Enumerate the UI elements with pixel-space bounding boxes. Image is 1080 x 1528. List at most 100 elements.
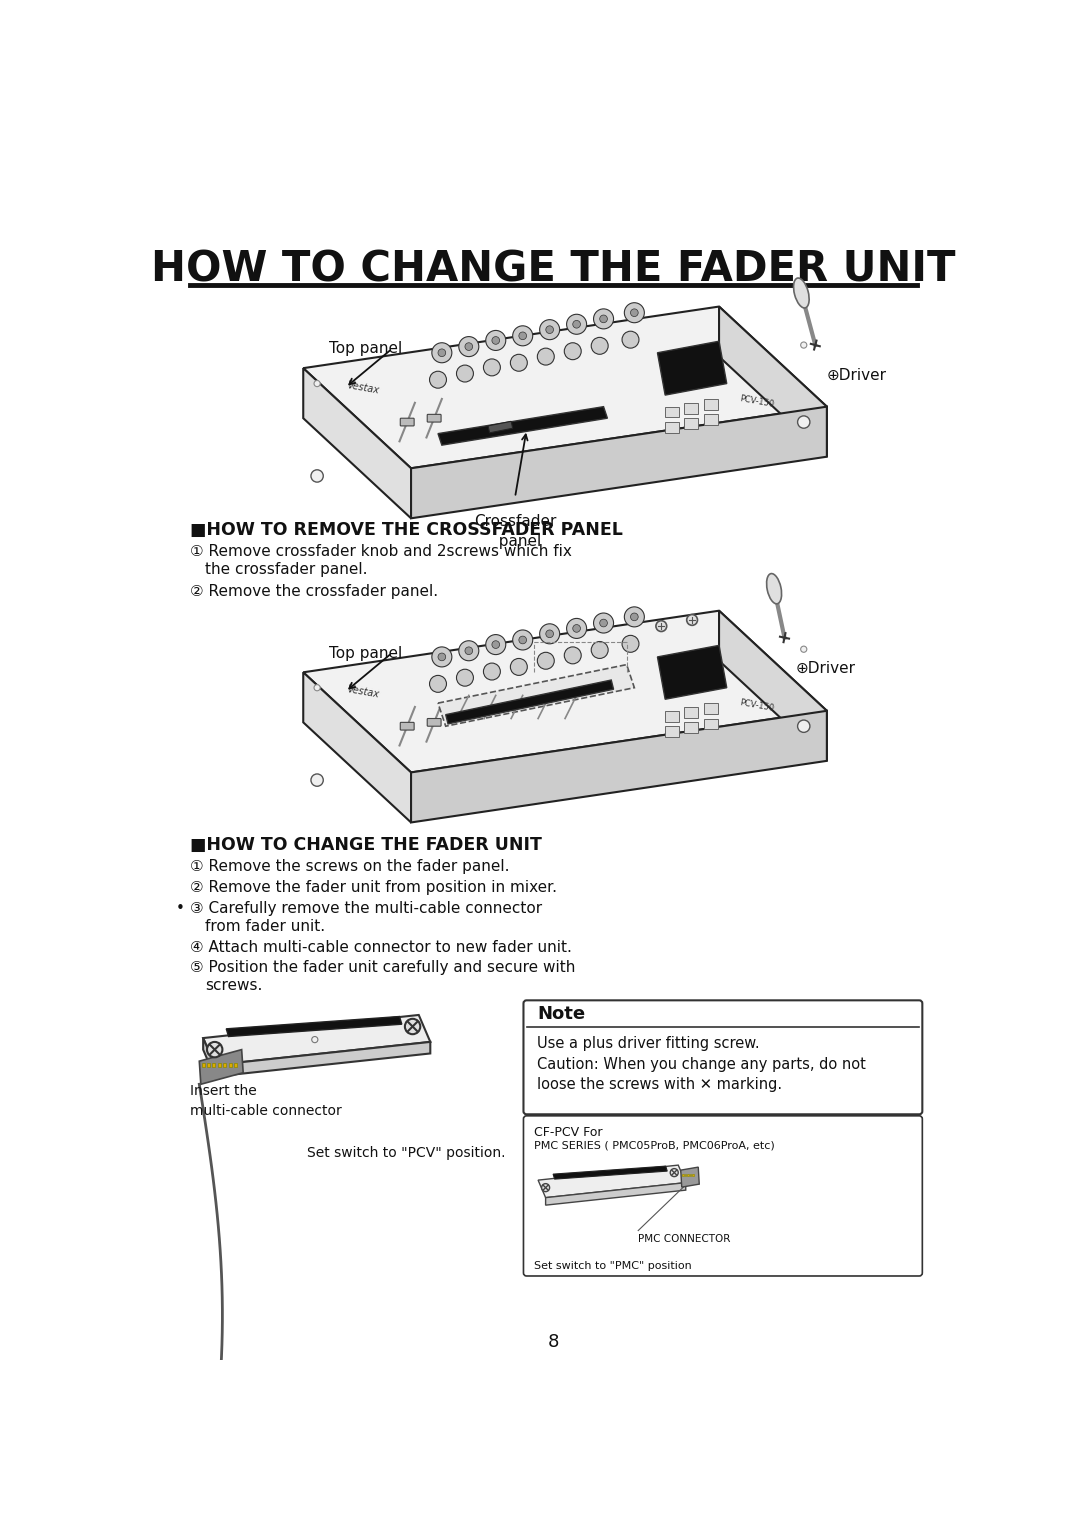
Polygon shape [200,1050,243,1085]
Circle shape [314,685,320,691]
Circle shape [624,607,645,626]
Circle shape [624,303,645,322]
Text: PCV-150: PCV-150 [739,698,774,712]
Text: Set switch to "PMC" position: Set switch to "PMC" position [535,1261,692,1271]
Circle shape [800,342,807,348]
Circle shape [486,634,505,654]
Circle shape [484,663,500,680]
Text: ⊕Driver: ⊕Driver [827,368,887,384]
Bar [218,1062,220,1068]
Text: ■HOW TO REMOVE THE CROSSFADER PANEL: ■HOW TO REMOVE THE CROSSFADER PANEL [190,521,623,538]
Ellipse shape [794,278,809,309]
Circle shape [457,669,473,686]
Circle shape [430,371,446,388]
Circle shape [438,652,446,660]
Text: Top panel: Top panel [328,341,402,356]
Circle shape [564,342,581,359]
Circle shape [567,315,586,335]
Text: Use a plus driver fitting screw.: Use a plus driver fitting screw. [538,1036,760,1051]
Circle shape [545,325,553,333]
Bar [685,723,699,733]
Bar [224,1062,226,1068]
Circle shape [631,309,638,316]
Text: •: • [176,902,185,915]
Text: Vestax: Vestax [346,685,379,700]
Polygon shape [446,680,613,724]
Circle shape [687,614,698,625]
Bar [704,718,717,729]
Circle shape [484,359,500,376]
Bar [685,707,699,718]
Polygon shape [215,1042,430,1077]
Polygon shape [303,611,827,773]
Bar [207,1062,211,1068]
Circle shape [491,336,500,344]
Circle shape [564,646,581,663]
FancyBboxPatch shape [428,414,441,422]
Ellipse shape [767,573,782,604]
Circle shape [405,1019,420,1034]
Polygon shape [719,611,827,761]
Text: Vestax: Vestax [346,380,379,396]
Bar [685,403,699,414]
Polygon shape [203,1038,215,1077]
Circle shape [438,348,446,356]
Circle shape [800,646,807,652]
Text: 8: 8 [548,1334,559,1351]
Bar [685,1174,686,1177]
Circle shape [540,319,559,339]
Polygon shape [303,672,411,822]
Circle shape [594,309,613,329]
Text: ① Remove crossfader knob and 2screws which fix: ① Remove crossfader knob and 2screws whi… [190,544,572,559]
FancyBboxPatch shape [428,718,441,726]
Text: Top panel: Top panel [328,645,402,660]
Circle shape [622,636,639,652]
Circle shape [513,630,532,649]
Text: Insert the
multi-cable connector: Insert the multi-cable connector [190,1085,341,1118]
Circle shape [538,652,554,669]
FancyBboxPatch shape [524,1115,922,1276]
Circle shape [430,675,446,692]
Circle shape [491,640,500,648]
FancyBboxPatch shape [524,1001,922,1114]
Circle shape [567,619,586,639]
Polygon shape [438,406,607,445]
Polygon shape [553,1166,667,1180]
FancyBboxPatch shape [401,419,414,426]
Circle shape [312,1036,318,1042]
Circle shape [572,321,580,329]
Polygon shape [411,711,827,822]
Polygon shape [488,422,513,432]
Text: loose the screws with ✕ marking.: loose the screws with ✕ marking. [538,1077,782,1093]
Text: screws.: screws. [205,978,262,993]
Circle shape [432,646,451,666]
Text: ① Remove the screws on the fader panel.: ① Remove the screws on the fader panel. [190,859,510,874]
Polygon shape [226,1016,402,1036]
Circle shape [671,1169,678,1177]
Circle shape [599,619,607,626]
Bar [202,1062,205,1068]
Circle shape [511,659,527,675]
Circle shape [540,623,559,643]
Polygon shape [538,1166,686,1198]
Bar [665,422,679,432]
Polygon shape [303,368,411,518]
Circle shape [511,354,527,371]
Polygon shape [680,1167,699,1187]
Bar [665,726,679,736]
Circle shape [518,636,527,643]
Circle shape [798,416,810,428]
Polygon shape [303,307,827,468]
Text: PMC SERIES ( PMC05ProB, PMC06ProA, etc): PMC SERIES ( PMC05ProB, PMC06ProA, etc) [535,1141,775,1151]
Bar [685,419,699,429]
Polygon shape [411,406,827,518]
Circle shape [594,613,613,633]
Text: CF-PCV For: CF-PCV For [535,1126,603,1140]
Circle shape [572,625,580,633]
Bar [665,406,679,417]
Circle shape [486,330,505,350]
Circle shape [538,348,554,365]
Circle shape [465,646,473,654]
Bar [692,1174,693,1177]
Text: HOW TO CHANGE THE FADER UNIT: HOW TO CHANGE THE FADER UNIT [151,249,956,290]
